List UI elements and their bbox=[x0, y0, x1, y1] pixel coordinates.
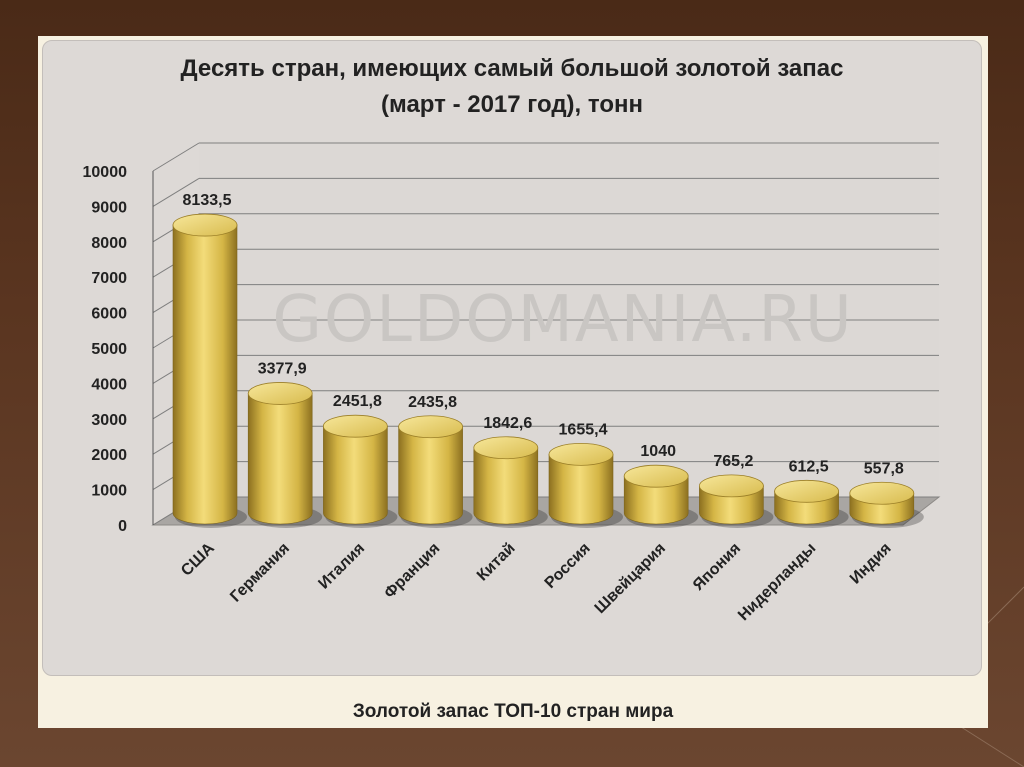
chart-panel: 0 1000 2000 3000 4000 5000 6000 7000 8000 9000 100… bbox=[42, 40, 982, 676]
chart-title: Десять стран, имеющих самый большой золо… bbox=[180, 55, 844, 82]
bar bbox=[322, 414, 398, 528]
x-tick-label: Нидерланды bbox=[735, 540, 819, 624]
gridline-group bbox=[152, 142, 939, 172]
data-label: 2451,8 bbox=[333, 393, 382, 410]
bar bbox=[247, 382, 323, 528]
gridline-group bbox=[152, 177, 939, 207]
bar-top bbox=[849, 481, 915, 505]
bar-body bbox=[548, 454, 614, 525]
bar-top bbox=[172, 213, 238, 237]
data-label: 765,2 bbox=[713, 453, 753, 470]
bar-body bbox=[323, 425, 388, 525]
slide: 0 1000 2000 3000 4000 5000 6000 7000 8000 9000 100… bbox=[38, 36, 988, 728]
y-tick-label: 10000 bbox=[83, 164, 128, 181]
x-tick-label: Швейцария bbox=[592, 540, 669, 617]
y-tick-label: 7000 bbox=[91, 270, 127, 287]
y-tick-label: 4000 bbox=[91, 376, 127, 393]
bar bbox=[623, 464, 699, 528]
data-label: 3377,9 bbox=[258, 360, 307, 377]
bar bbox=[548, 442, 623, 528]
y-tick-label: 9000 bbox=[91, 199, 127, 216]
bar bbox=[774, 479, 849, 528]
watermark-text: GOLDOMANIA.RU bbox=[272, 283, 853, 357]
x-tick-label: Франция bbox=[381, 540, 443, 602]
bar bbox=[699, 474, 774, 528]
x-tick-label: Италия bbox=[315, 540, 368, 593]
bar-top bbox=[699, 474, 764, 498]
bar-body bbox=[398, 426, 463, 525]
bar-body bbox=[247, 393, 313, 525]
data-label: 1040 bbox=[640, 443, 676, 460]
slide-caption: Золотой запас ТОП-10 стран мира bbox=[352, 701, 674, 722]
gridline-diagonal bbox=[152, 177, 200, 207]
y-tick-label: 5000 bbox=[91, 341, 127, 358]
bar-top bbox=[322, 414, 388, 438]
y-tick-label: 2000 bbox=[91, 447, 127, 464]
bar bbox=[172, 213, 247, 528]
bar-body bbox=[172, 224, 238, 525]
x-tick-label: Германия bbox=[227, 540, 293, 606]
data-label: 8133,5 bbox=[183, 192, 232, 209]
bar-top bbox=[398, 415, 464, 439]
bar-body bbox=[473, 447, 539, 525]
data-label: 612,5 bbox=[789, 458, 829, 475]
chart-subtitle: (март - 2017 год), тонн bbox=[381, 91, 643, 118]
y-tick-label: 6000 bbox=[91, 306, 127, 323]
bar-top bbox=[247, 382, 313, 405]
y-tick-label: 0 bbox=[118, 518, 127, 535]
bar-top bbox=[623, 464, 689, 488]
y-tick-label: 8000 bbox=[91, 235, 127, 252]
bar bbox=[398, 415, 473, 528]
bar-body bbox=[623, 475, 689, 525]
x-tick-label: США bbox=[178, 539, 218, 579]
bar-chart: 0 1000 2000 3000 4000 5000 6000 7000 8000 9000 100… bbox=[83, 142, 941, 624]
data-label: 2435,8 bbox=[408, 394, 457, 411]
data-label: 557,8 bbox=[864, 460, 904, 477]
bar bbox=[473, 436, 548, 528]
gridline-diagonal bbox=[152, 142, 200, 172]
bar-top bbox=[473, 436, 539, 460]
bar-top bbox=[774, 479, 839, 503]
bar-top bbox=[548, 442, 614, 466]
y-tick-label: 3000 bbox=[91, 412, 127, 429]
data-label: 1842,6 bbox=[483, 415, 532, 432]
y-tick-label: 1000 bbox=[91, 483, 127, 500]
x-tick-label: Индия bbox=[847, 540, 895, 588]
data-label: 1655,4 bbox=[559, 421, 608, 438]
x-tick-label: Россия bbox=[542, 540, 594, 592]
bar bbox=[849, 481, 924, 528]
x-tick-label: Япония bbox=[690, 540, 744, 594]
x-tick-label: Китай bbox=[474, 540, 519, 585]
